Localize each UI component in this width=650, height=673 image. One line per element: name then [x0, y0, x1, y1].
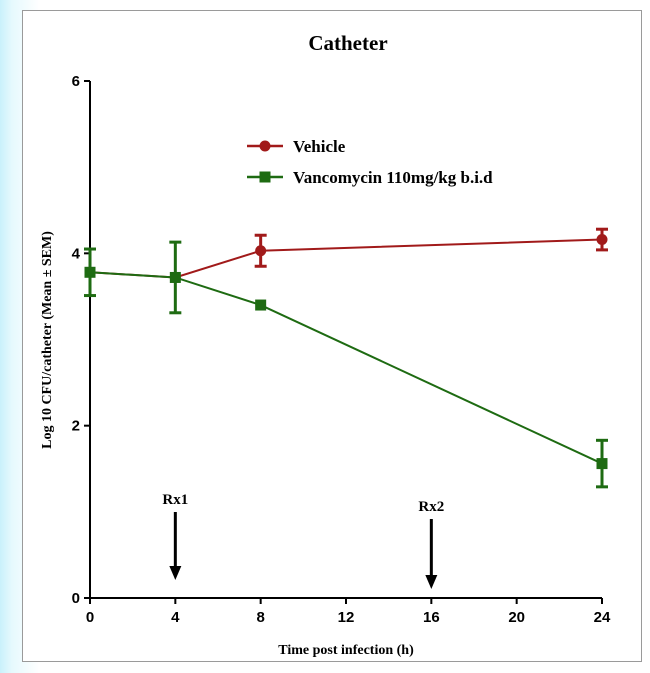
annotation-arrow-head	[169, 566, 182, 580]
chart-frame	[22, 10, 642, 662]
series-layer	[84, 227, 608, 489]
x-tick-label: 20	[508, 609, 525, 626]
x-axis-title: Time post infection (h)	[278, 643, 414, 658]
x-tick-label: 16	[423, 609, 440, 626]
x-tick-label: 24	[594, 609, 611, 626]
data-point	[84, 266, 96, 278]
y-tick-label: 0	[72, 590, 80, 607]
series-line	[89, 271, 603, 465]
y-axis-title: Log 10 CFU/catheter (Mean ± SEM)	[40, 231, 55, 449]
series-line	[89, 238, 603, 279]
x-tick-label: 4	[171, 609, 180, 626]
annotation-arrow-head	[425, 575, 438, 589]
chart-title: Catheter	[308, 31, 387, 55]
x-tick-label: 12	[338, 609, 355, 626]
data-point	[255, 299, 267, 311]
data-point	[169, 271, 181, 283]
series-vehicle	[84, 227, 608, 283]
annotations: Rx1 Rx2	[162, 492, 444, 589]
x-tick-label: 8	[256, 609, 264, 626]
legend-item-vancomycin: Vancomycin 110mg/kg b.i.d	[247, 168, 493, 187]
data-point	[596, 458, 608, 470]
legend-marker	[259, 140, 271, 152]
data-point	[596, 234, 608, 246]
legend-label: Vehicle	[293, 137, 346, 156]
y-tick-label: 6	[72, 73, 80, 90]
series-vancomycin	[84, 240, 608, 489]
legend-marker	[259, 171, 271, 183]
annotation-label-rx1: Rx1	[162, 492, 188, 508]
legend-item-vehicle: Vehicle	[247, 137, 346, 156]
y-tick-label: 4	[72, 245, 81, 262]
x-tick-label: 0	[86, 609, 94, 626]
annotation-label-rx2: Rx2	[418, 499, 444, 515]
y-tick-label: 2	[72, 418, 80, 435]
legend: Vehicle Vancomycin 110mg/kg b.i.d	[247, 137, 493, 187]
data-point	[255, 245, 267, 257]
legend-label: Vancomycin 110mg/kg b.i.d	[293, 168, 493, 187]
